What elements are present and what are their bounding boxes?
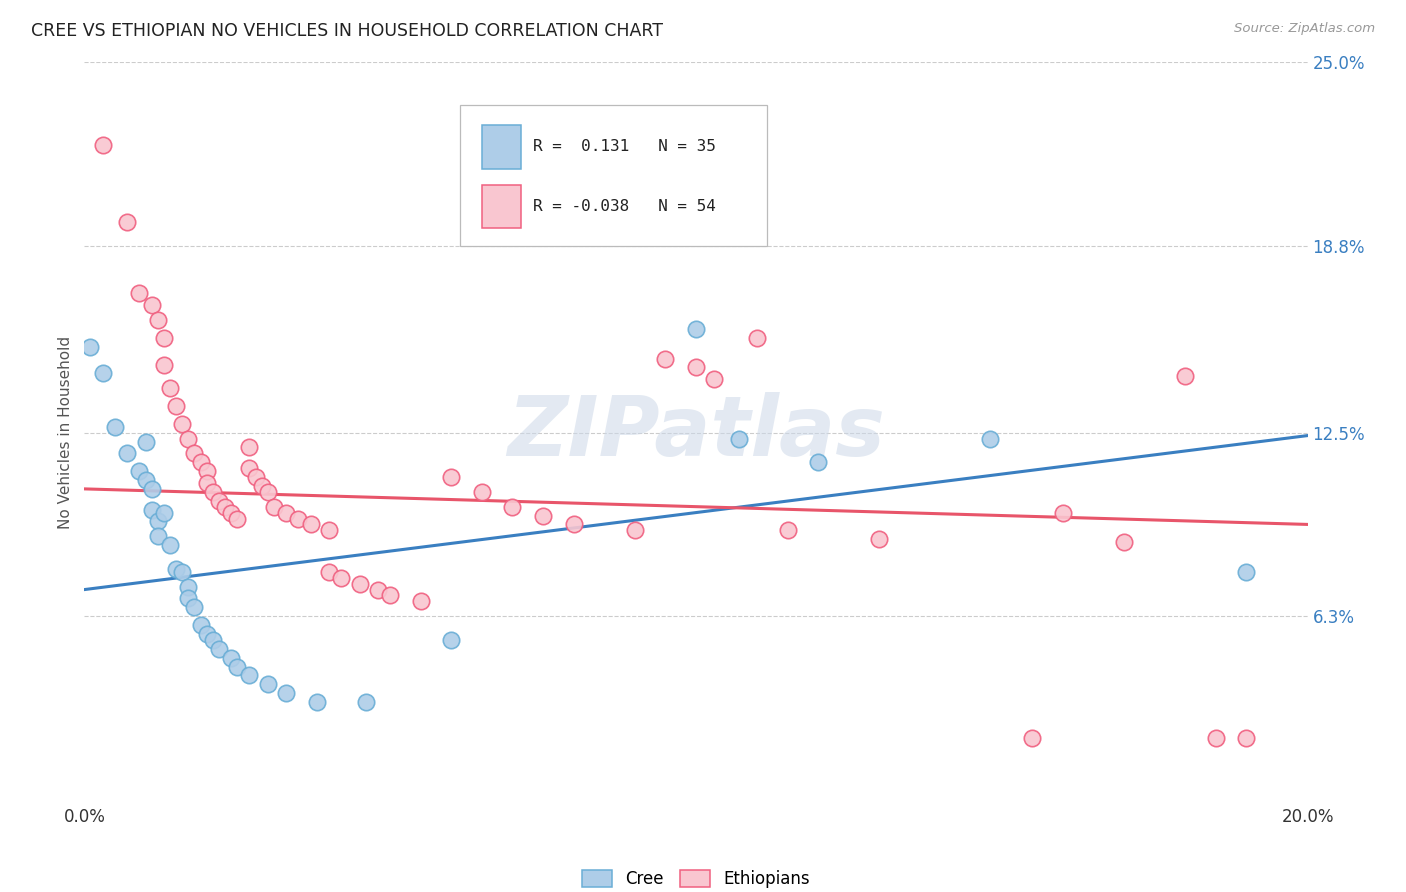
- Point: [226, 659, 249, 673]
- Point: [91, 367, 114, 381]
- Point: [190, 455, 212, 469]
- Point: [807, 455, 830, 469]
- Point: [183, 446, 205, 460]
- Point: [776, 524, 799, 538]
- Point: [250, 479, 273, 493]
- Point: [299, 517, 322, 532]
- Point: [1021, 731, 1043, 745]
- Legend: Cree, Ethiopians: Cree, Ethiopians: [575, 863, 817, 892]
- Point: [172, 565, 194, 579]
- Point: [238, 461, 260, 475]
- Point: [305, 695, 328, 709]
- Point: [330, 571, 353, 585]
- Point: [979, 432, 1001, 446]
- Point: [195, 475, 218, 490]
- Point: [624, 524, 647, 538]
- Point: [685, 360, 707, 375]
- Point: [409, 594, 432, 608]
- Point: [79, 340, 101, 354]
- Point: [502, 500, 524, 514]
- Point: [135, 434, 157, 449]
- Point: [141, 482, 163, 496]
- Point: [869, 533, 891, 547]
- Point: [1114, 535, 1136, 549]
- Text: Source: ZipAtlas.com: Source: ZipAtlas.com: [1234, 22, 1375, 36]
- Point: [1236, 565, 1258, 579]
- Point: [159, 538, 181, 552]
- Text: ZIPatlas: ZIPatlas: [508, 392, 884, 473]
- Point: [146, 515, 169, 529]
- Point: [318, 565, 340, 579]
- Point: [238, 441, 260, 455]
- Point: [1236, 731, 1258, 745]
- Point: [562, 517, 585, 532]
- Point: [208, 493, 231, 508]
- Text: R = -0.038   N = 54: R = -0.038 N = 54: [533, 199, 716, 214]
- Point: [153, 358, 176, 372]
- Point: [177, 580, 200, 594]
- Point: [128, 464, 150, 478]
- Point: [208, 641, 231, 656]
- Point: [141, 298, 163, 312]
- Text: R =  0.131   N = 35: R = 0.131 N = 35: [533, 139, 716, 154]
- Text: CREE VS ETHIOPIAN NO VEHICLES IN HOUSEHOLD CORRELATION CHART: CREE VS ETHIOPIAN NO VEHICLES IN HOUSEHO…: [31, 22, 664, 40]
- Point: [128, 286, 150, 301]
- Point: [226, 511, 249, 525]
- Point: [654, 351, 676, 366]
- Point: [727, 432, 749, 446]
- Point: [1174, 369, 1197, 384]
- Point: [146, 313, 169, 327]
- Point: [238, 668, 260, 682]
- Point: [183, 600, 205, 615]
- Point: [440, 470, 463, 484]
- Point: [153, 331, 176, 345]
- Point: [257, 677, 280, 691]
- Point: [287, 511, 309, 525]
- Point: [380, 589, 402, 603]
- Point: [91, 138, 114, 153]
- Point: [201, 484, 224, 499]
- Point: [276, 506, 298, 520]
- Point: [318, 524, 340, 538]
- Point: [257, 484, 280, 499]
- Point: [165, 399, 187, 413]
- Point: [354, 695, 377, 709]
- Point: [367, 582, 389, 597]
- Point: [159, 381, 181, 395]
- Point: [195, 627, 218, 641]
- FancyBboxPatch shape: [482, 125, 522, 169]
- Point: [146, 529, 169, 543]
- Point: [214, 500, 236, 514]
- Point: [685, 322, 707, 336]
- Point: [190, 618, 212, 632]
- Point: [115, 446, 138, 460]
- Point: [177, 591, 200, 606]
- Point: [471, 484, 494, 499]
- Y-axis label: No Vehicles in Household: No Vehicles in Household: [58, 336, 73, 529]
- Point: [172, 417, 194, 431]
- Point: [177, 432, 200, 446]
- FancyBboxPatch shape: [482, 185, 522, 228]
- Point: [263, 500, 285, 514]
- Point: [245, 470, 267, 484]
- Point: [1205, 731, 1227, 745]
- Point: [703, 372, 725, 386]
- Point: [276, 686, 298, 700]
- Point: [141, 502, 163, 516]
- Point: [165, 562, 187, 576]
- Point: [531, 508, 554, 523]
- Point: [135, 473, 157, 487]
- Point: [201, 632, 224, 647]
- FancyBboxPatch shape: [460, 104, 766, 246]
- Point: [219, 650, 242, 665]
- Point: [115, 215, 138, 229]
- Point: [153, 506, 176, 520]
- Point: [104, 419, 127, 434]
- Point: [1052, 506, 1074, 520]
- Point: [440, 632, 463, 647]
- Point: [747, 331, 769, 345]
- Point: [195, 464, 218, 478]
- Point: [219, 506, 242, 520]
- Point: [349, 576, 371, 591]
